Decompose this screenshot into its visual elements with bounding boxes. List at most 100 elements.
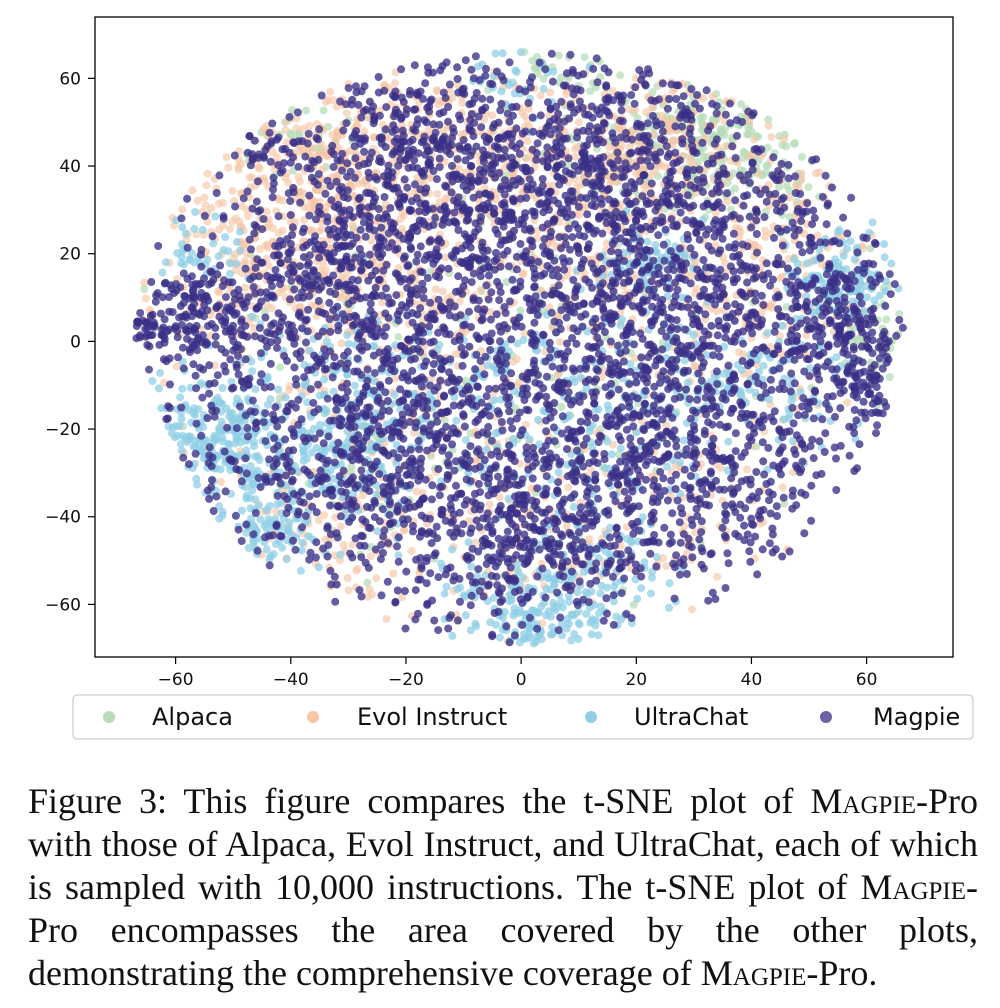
point-evol-instruct xyxy=(219,221,227,230)
point-ultrachat xyxy=(596,602,605,611)
point-magpie xyxy=(366,299,375,308)
point-ultrachat xyxy=(178,223,187,232)
point-ultrachat xyxy=(683,378,692,387)
point-ultrachat xyxy=(350,381,359,390)
point-ultrachat xyxy=(312,443,321,452)
point-evol-instruct xyxy=(354,179,363,188)
point-evol-instruct xyxy=(305,121,314,130)
point-alpaca xyxy=(775,183,784,192)
point-ultrachat xyxy=(167,429,176,438)
point-ultrachat xyxy=(222,404,231,413)
point-magpie xyxy=(344,299,353,308)
point-magpie xyxy=(704,418,713,427)
point-magpie xyxy=(650,382,659,391)
point-ultrachat xyxy=(551,606,560,615)
point-magpie xyxy=(688,553,697,562)
point-evol-instruct xyxy=(524,104,533,113)
point-magpie xyxy=(259,418,268,427)
point-ultrachat xyxy=(255,456,264,464)
point-magpie xyxy=(594,366,602,375)
point-ultrachat xyxy=(178,431,187,440)
point-magpie xyxy=(728,142,737,151)
point-ultrachat xyxy=(497,87,506,96)
point-magpie xyxy=(398,301,406,310)
point-evol-instruct xyxy=(713,307,722,316)
point-ultrachat xyxy=(868,218,877,227)
point-evol-instruct xyxy=(352,120,361,129)
point-ultrachat xyxy=(321,406,330,414)
point-ultrachat xyxy=(558,603,567,612)
point-magpie xyxy=(512,265,521,274)
point-magpie xyxy=(498,426,507,435)
point-magpie xyxy=(554,478,563,487)
point-ultrachat xyxy=(532,637,540,646)
point-ultrachat xyxy=(843,244,851,253)
point-ultrachat xyxy=(281,393,290,402)
point-evol-instruct xyxy=(407,547,416,555)
point-evol-instruct xyxy=(299,124,308,133)
point-magpie xyxy=(587,259,596,268)
point-ultrachat xyxy=(491,429,500,438)
point-evol-instruct xyxy=(240,257,249,266)
point-evol-instruct xyxy=(366,552,375,561)
point-ultrachat xyxy=(215,397,224,406)
point-ultrachat xyxy=(161,258,170,267)
point-evol-instruct xyxy=(562,90,571,99)
point-magpie xyxy=(323,552,332,561)
point-evol-instruct xyxy=(438,287,447,296)
point-evol-instruct xyxy=(337,339,346,348)
point-evol-instruct xyxy=(228,217,237,226)
scatter-points xyxy=(132,48,907,648)
point-magpie xyxy=(743,379,752,388)
point-evol-instruct xyxy=(446,86,455,95)
point-ultrachat xyxy=(534,415,543,424)
point-ultrachat xyxy=(633,594,642,603)
point-alpaca xyxy=(804,183,813,192)
point-ultrachat xyxy=(177,259,186,268)
point-ultrachat xyxy=(495,633,504,642)
point-evol-instruct xyxy=(575,210,584,219)
point-magpie xyxy=(503,246,512,255)
point-ultrachat xyxy=(724,437,733,446)
point-magpie xyxy=(261,409,270,418)
point-ultrachat xyxy=(226,269,234,278)
point-evol-instruct xyxy=(750,135,759,144)
point-evol-instruct xyxy=(485,500,494,509)
point-magpie xyxy=(538,300,547,309)
point-ultrachat xyxy=(512,67,521,76)
point-alpaca xyxy=(633,114,642,123)
point-ultrachat xyxy=(236,227,244,236)
point-magpie xyxy=(721,533,730,542)
point-ultrachat xyxy=(525,624,534,633)
point-magpie xyxy=(807,481,816,490)
point-magpie xyxy=(599,616,608,625)
point-ultrachat xyxy=(676,458,684,467)
point-ultrachat xyxy=(248,367,257,376)
point-ultrachat xyxy=(542,584,551,593)
point-magpie xyxy=(584,342,593,351)
point-magpie xyxy=(329,306,338,314)
point-evol-instruct xyxy=(778,483,787,492)
point-alpaca xyxy=(502,278,511,287)
point-ultrachat xyxy=(218,384,227,392)
point-magpie xyxy=(330,458,339,467)
point-magpie xyxy=(553,588,561,597)
point-ultrachat xyxy=(237,506,246,515)
point-ultrachat xyxy=(373,527,382,536)
point-magpie xyxy=(496,337,504,346)
point-alpaca xyxy=(790,140,799,148)
point-alpaca xyxy=(720,131,729,140)
point-alpaca xyxy=(586,87,595,96)
point-ultrachat xyxy=(177,415,186,423)
point-evol-instruct xyxy=(791,181,800,190)
point-magpie xyxy=(546,345,555,354)
point-ultrachat xyxy=(834,258,843,267)
point-ultrachat xyxy=(178,384,187,393)
point-magpie xyxy=(323,522,332,531)
point-magpie xyxy=(384,539,393,548)
point-ultrachat xyxy=(846,237,855,246)
point-alpaca xyxy=(885,373,894,381)
point-evol-instruct xyxy=(342,109,351,118)
point-ultrachat xyxy=(219,246,228,254)
